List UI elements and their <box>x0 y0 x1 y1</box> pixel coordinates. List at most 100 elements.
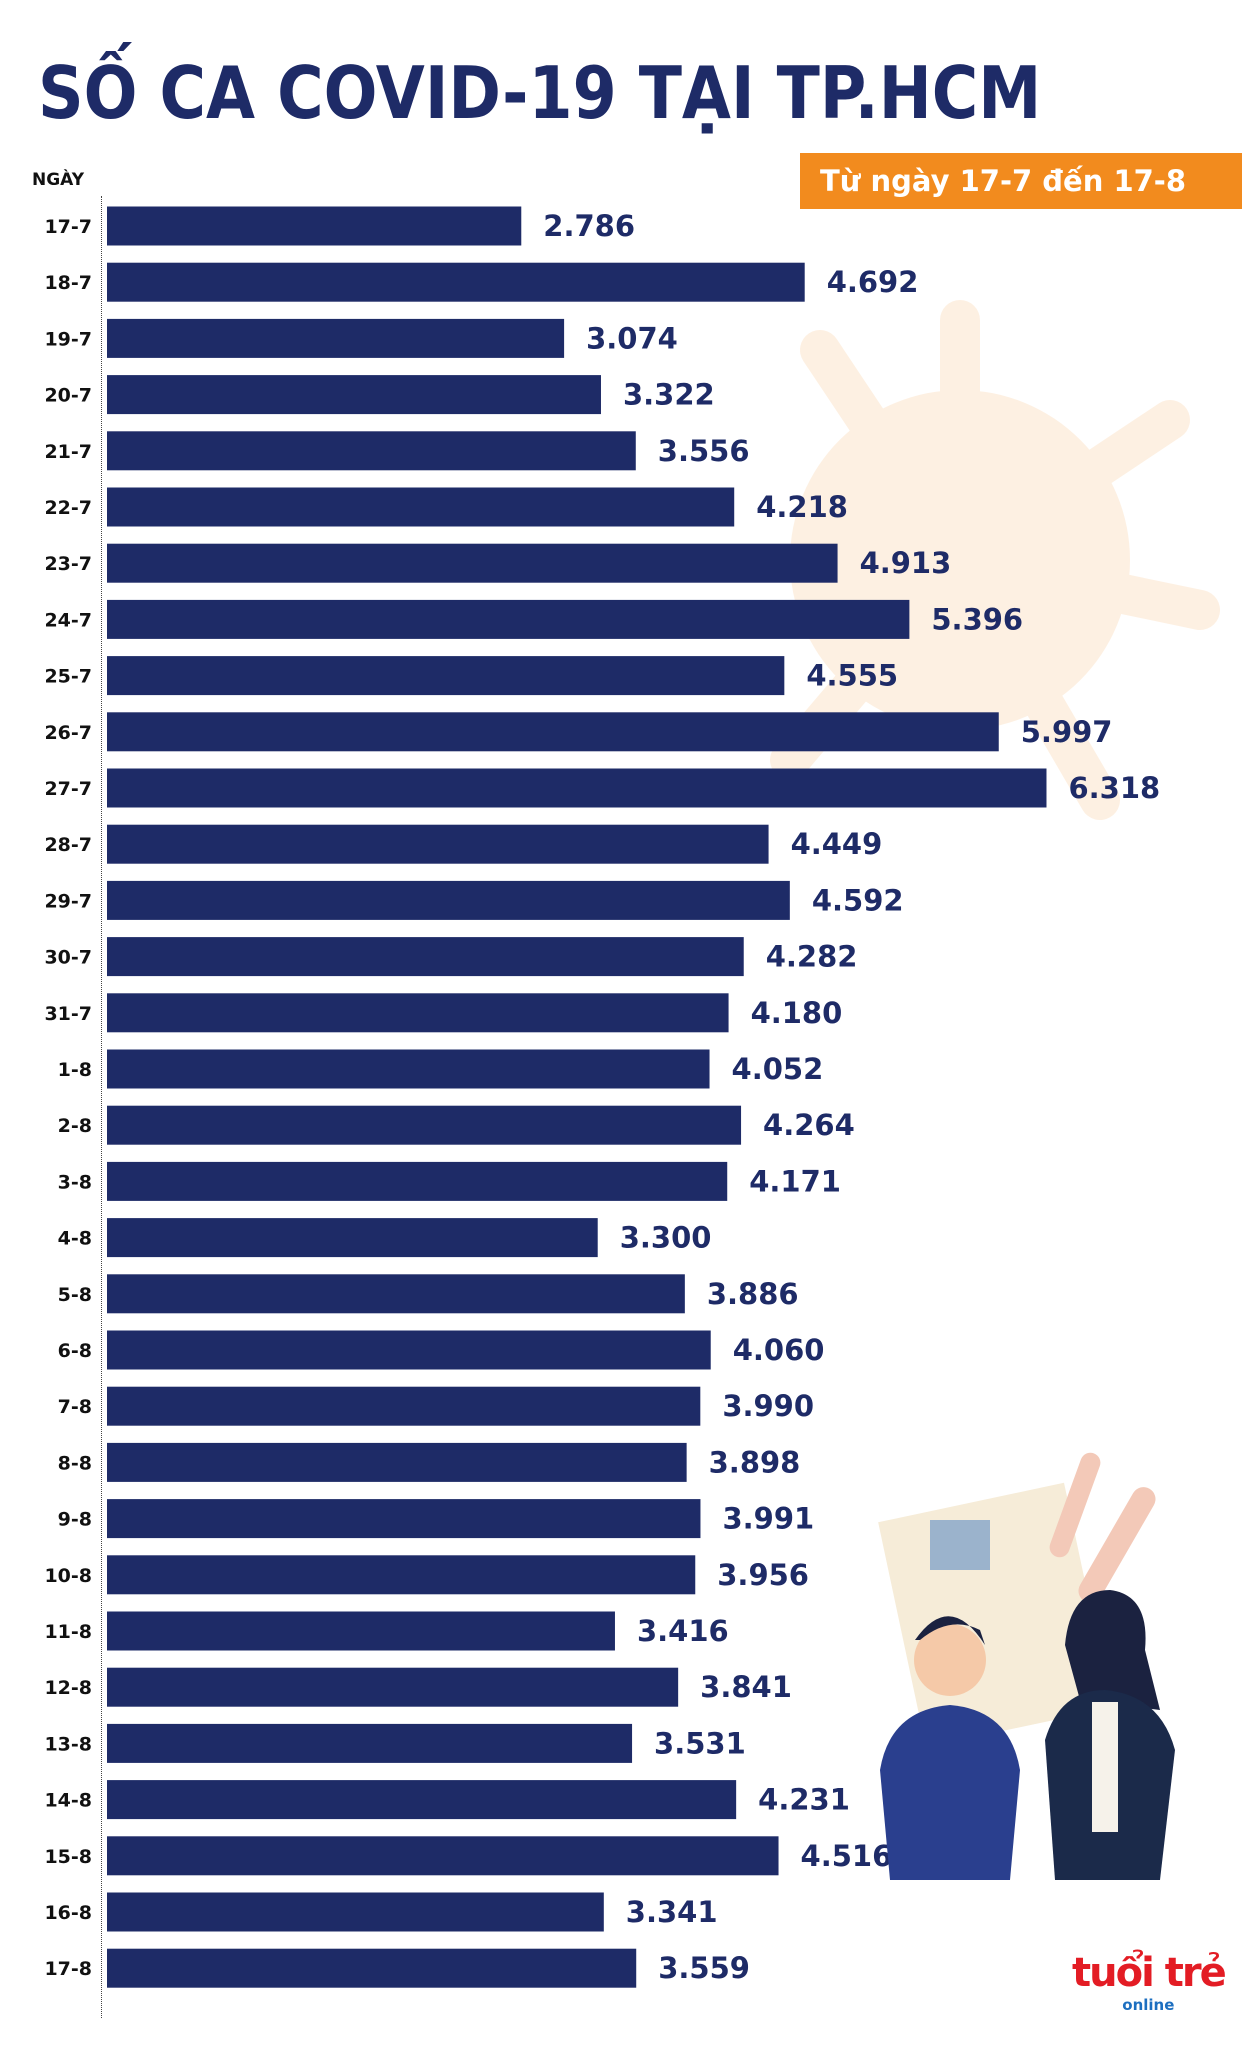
category-label: 20-7 <box>44 385 92 407</box>
value-label: 4.218 <box>756 490 848 524</box>
category-label: 15-8 <box>44 1846 92 1868</box>
value-label: 3.991 <box>722 1502 814 1536</box>
category-label: 26-7 <box>44 722 92 744</box>
value-label: 3.898 <box>709 1445 801 1479</box>
value-label: 4.171 <box>749 1164 841 1198</box>
sick-people-illustration <box>878 1452 1175 1880</box>
virus-background-icon <box>770 300 1220 820</box>
value-label: 5.997 <box>1021 715 1113 749</box>
value-label: 4.449 <box>791 827 883 861</box>
value-label: 2.786 <box>543 209 635 243</box>
category-label: 11-8 <box>44 1621 92 1643</box>
category-label: 10-8 <box>44 1565 92 1587</box>
value-label: 6.318 <box>1068 771 1160 805</box>
value-label: 4.052 <box>732 1052 824 1086</box>
value-label: 4.516 <box>801 1839 893 1873</box>
bar <box>107 768 1047 808</box>
value-label: 3.341 <box>626 1895 718 1929</box>
value-label: 3.841 <box>700 1670 792 1704</box>
value-label: 4.060 <box>733 1333 825 1367</box>
bar <box>107 1105 742 1145</box>
bar <box>107 487 735 527</box>
value-label: 3.416 <box>637 1614 729 1648</box>
bar <box>107 1274 685 1314</box>
category-label: 3-8 <box>58 1171 92 1193</box>
date-range-badge: Từ ngày 17-7 đến 17-8 <box>800 153 1242 209</box>
tuoi-tre-logo: tuổi trẻ online <box>1072 1950 1227 2014</box>
value-label: 4.264 <box>763 1108 855 1142</box>
y-axis-line <box>101 196 102 2018</box>
bar <box>107 1723 633 1763</box>
bar <box>107 1667 679 1707</box>
value-label: 3.990 <box>722 1389 814 1423</box>
category-label: 8-8 <box>58 1452 92 1474</box>
bar <box>107 1780 737 1820</box>
category-label: 28-7 <box>44 834 92 856</box>
bar <box>107 993 729 1033</box>
value-label: 3.556 <box>658 434 750 468</box>
bar <box>107 937 744 977</box>
bar <box>107 543 838 583</box>
bar <box>107 1049 710 1089</box>
bar <box>107 1218 598 1258</box>
bar <box>107 1330 711 1370</box>
category-label: 19-7 <box>44 328 92 350</box>
category-label: 22-7 <box>44 497 92 519</box>
y-axis-label: NGÀY <box>32 170 85 190</box>
value-label: 4.592 <box>812 883 904 917</box>
category-label: 23-7 <box>44 553 92 575</box>
bar <box>107 318 565 358</box>
value-label: 3.531 <box>654 1726 746 1760</box>
value-label: 4.692 <box>827 265 919 299</box>
category-label: 24-7 <box>44 609 92 631</box>
logo-sub: online <box>1122 1996 1175 2014</box>
bar <box>107 1386 701 1426</box>
bar <box>107 375 601 415</box>
category-label: 18-7 <box>44 272 92 294</box>
value-label: 4.282 <box>766 940 858 974</box>
category-label: 13-8 <box>44 1733 92 1755</box>
bar <box>107 431 636 471</box>
bar <box>107 1555 696 1595</box>
value-label: 3.886 <box>707 1277 799 1311</box>
value-label: 4.555 <box>806 659 898 693</box>
category-label: 9-8 <box>58 1509 92 1531</box>
value-label: 4.913 <box>860 546 952 580</box>
value-label: 4.180 <box>751 996 843 1030</box>
category-label: 2-8 <box>58 1115 92 1137</box>
category-label: 27-7 <box>44 778 92 800</box>
bar <box>107 1161 728 1201</box>
category-label: 17-8 <box>44 1958 92 1980</box>
bar <box>107 1442 687 1482</box>
value-label: 3.074 <box>586 321 678 355</box>
value-label: 3.322 <box>623 378 715 412</box>
bar <box>107 1499 701 1539</box>
bar <box>107 1948 637 1988</box>
bar <box>107 656 785 696</box>
value-label: 3.559 <box>658 1951 750 1985</box>
value-label: 4.231 <box>758 1783 850 1817</box>
bar <box>107 712 999 752</box>
bar <box>107 1892 604 1932</box>
category-label: 29-7 <box>44 890 92 912</box>
logo-text: tuổi trẻ <box>1072 1950 1227 1996</box>
value-label: 3.956 <box>717 1558 809 1592</box>
category-label: 7-8 <box>58 1396 92 1418</box>
chart-title: SỐ CA COVID-19 TẠI TP.HCM <box>38 51 1042 135</box>
value-label: 5.396 <box>931 602 1023 636</box>
bar <box>107 262 805 302</box>
category-label: 5-8 <box>58 1284 92 1306</box>
bar <box>107 1611 615 1651</box>
bar <box>107 599 910 639</box>
category-label: 17-7 <box>44 216 92 238</box>
category-label: 31-7 <box>44 1003 92 1025</box>
category-label: 4-8 <box>58 1228 92 1250</box>
category-label: 21-7 <box>44 441 92 463</box>
category-label: 1-8 <box>58 1059 92 1081</box>
category-label: 14-8 <box>44 1790 92 1812</box>
category-label: 25-7 <box>44 666 92 688</box>
bar <box>107 1836 779 1876</box>
category-label: 30-7 <box>44 947 92 969</box>
